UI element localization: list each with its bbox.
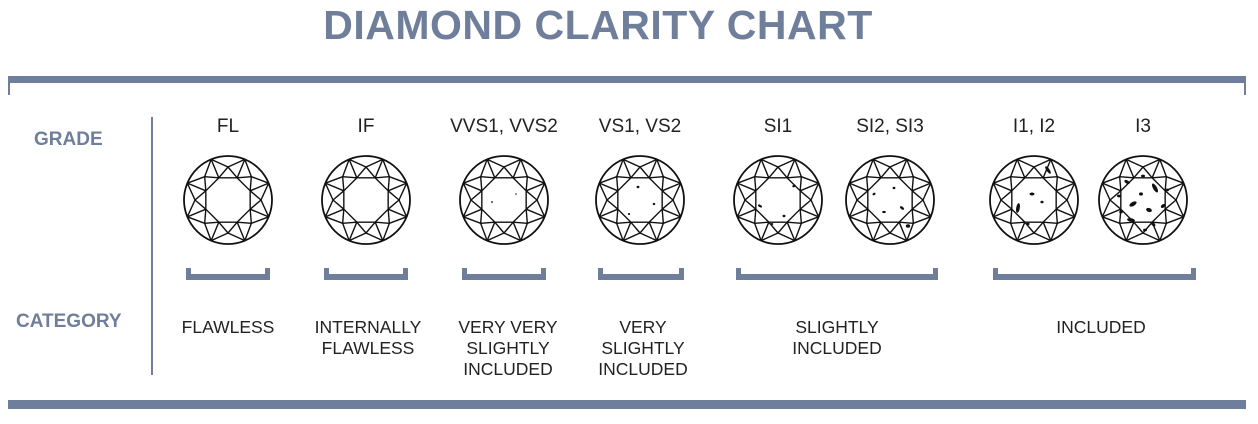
grade-si2-si3: SI2, SI3 xyxy=(856,116,924,137)
diamond-si1-icon xyxy=(733,155,823,245)
diamond-if-icon xyxy=(321,155,411,245)
diamond-vs-icon xyxy=(595,155,685,245)
bracket-flawless xyxy=(186,268,270,280)
diamond-si2-icon xyxy=(845,155,935,245)
category-internally-flawless: INTERNALLY FLAWLESS xyxy=(314,317,422,358)
label-divider xyxy=(151,117,153,375)
bracket-vvs xyxy=(462,268,546,280)
diamond-vvs-icon xyxy=(459,155,549,245)
bracket-slightly-included xyxy=(736,268,938,280)
diamond-i1-icon xyxy=(989,155,1079,245)
category-flawless: FLAWLESS xyxy=(181,317,275,337)
bracket-vs xyxy=(598,268,684,280)
category-vvs: VERY VERY SLIGHTLY INCLUDED xyxy=(458,317,558,379)
top-rule-right-tick xyxy=(1244,83,1246,95)
grade-row-label: GRADE xyxy=(34,129,103,150)
category-included: INCLUDED xyxy=(1056,317,1146,337)
category-row-label: CATEGORY xyxy=(16,311,122,332)
diamond-fl-icon xyxy=(183,155,273,245)
bottom-rule xyxy=(8,400,1246,409)
category-vs: VERY SLIGHTLY INCLUDED xyxy=(598,317,688,379)
diamond-i3-icon xyxy=(1098,155,1188,245)
category-slightly-included: SLIGHTLY INCLUDED xyxy=(792,317,882,358)
grade-i1-i2: I1, I2 xyxy=(1012,116,1056,137)
grade-i3: I3 xyxy=(1135,116,1151,137)
top-rule xyxy=(8,76,1246,83)
grade-si1: SI1 xyxy=(763,116,793,137)
chart-title: DIAMOND CLARITY CHART xyxy=(323,2,873,48)
bracket-internally-flawless xyxy=(324,268,408,280)
top-rule-left-tick xyxy=(8,83,10,95)
bracket-included xyxy=(993,268,1196,280)
grade-vvs: VVS1, VVS2 xyxy=(450,116,558,137)
grade-vs: VS1, VS2 xyxy=(598,116,682,137)
grade-if: IF xyxy=(357,116,375,137)
grade-fl: FL xyxy=(216,116,240,137)
